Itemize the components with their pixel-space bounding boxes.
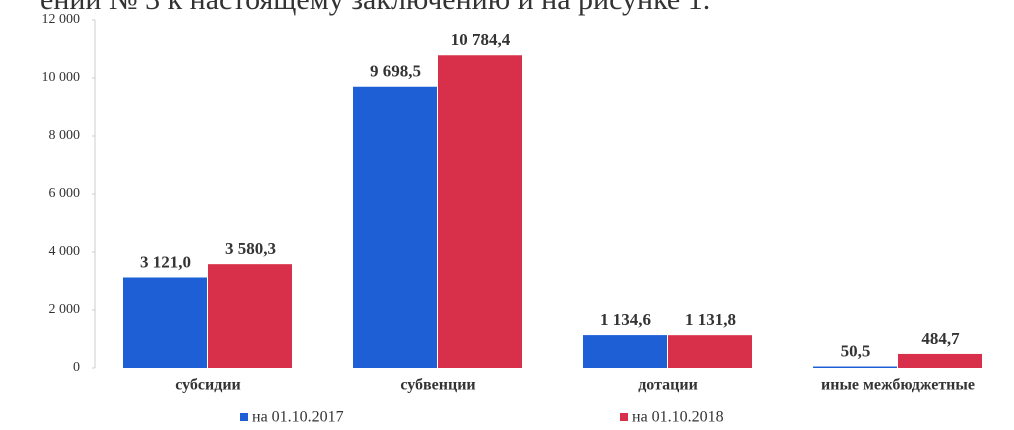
legend-label: на 01.10.2017 xyxy=(252,409,344,426)
y-tick-label: 6 000 xyxy=(49,186,81,201)
annotation: ении № 3 к настоящему заключению и на ри… xyxy=(40,0,710,16)
bar xyxy=(208,264,292,368)
x-tick-label: иные межбюджетные xyxy=(821,377,975,394)
legend-swatch xyxy=(240,413,248,421)
value-label: 3 580,3 xyxy=(225,239,276,258)
bar xyxy=(898,353,982,368)
value-label: 50,5 xyxy=(841,341,871,360)
legend-label: на 01.10.2018 xyxy=(632,409,724,426)
y-tick-label: 10 000 xyxy=(42,70,81,85)
value-label: 9 698,5 xyxy=(370,62,421,81)
bar xyxy=(668,335,752,368)
value-label: 1 134,6 xyxy=(600,310,651,329)
y-tick-label: 12 000 xyxy=(42,12,81,27)
value-label: 3 121,0 xyxy=(140,252,191,271)
y-tick-label: 2 000 xyxy=(49,302,81,317)
x-tick-label: субвенции xyxy=(400,377,475,394)
value-label: 1 131,8 xyxy=(685,310,736,329)
bar xyxy=(353,86,437,368)
value-label: 484,7 xyxy=(921,329,960,348)
y-tick-label: 8 000 xyxy=(49,128,81,143)
bar xyxy=(123,277,207,368)
bar xyxy=(583,335,667,368)
bar xyxy=(438,55,522,368)
legend-swatch xyxy=(620,413,628,421)
value-label: 10 784,4 xyxy=(451,30,511,49)
y-tick-label: 4 000 xyxy=(49,244,81,259)
bar xyxy=(813,366,897,368)
x-tick-label: дотации xyxy=(638,377,698,394)
y-tick-label: 0 xyxy=(73,360,80,375)
x-tick-label: субсидии xyxy=(175,377,241,394)
